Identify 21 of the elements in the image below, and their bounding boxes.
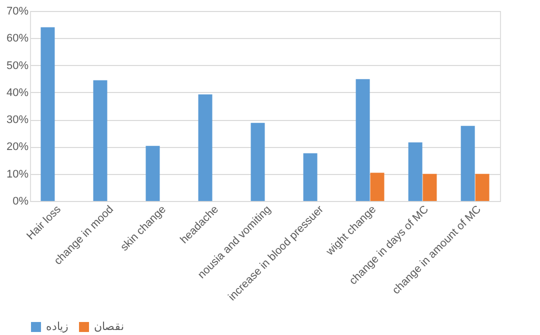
legend-label: نقصان xyxy=(94,321,124,333)
y-tick-label: 20% xyxy=(6,141,29,154)
y-tick-label: 30% xyxy=(6,114,29,126)
y-tick-label: 10% xyxy=(6,168,29,180)
bar xyxy=(303,153,318,201)
bar xyxy=(146,146,160,201)
bar xyxy=(40,27,55,201)
bar xyxy=(460,126,475,201)
y-tick-label: 70% xyxy=(6,6,29,18)
y-tick-label: 60% xyxy=(6,32,29,45)
bar xyxy=(422,174,437,201)
y-tick-label: 50% xyxy=(6,60,29,72)
y-tick-label: 40% xyxy=(6,86,29,99)
bar xyxy=(408,142,422,201)
bar xyxy=(198,94,212,201)
bar xyxy=(370,172,384,201)
bar xyxy=(93,80,108,201)
bar xyxy=(356,79,370,201)
legend-label: زیاده xyxy=(46,321,68,333)
bar xyxy=(250,122,265,201)
bar xyxy=(475,174,490,201)
